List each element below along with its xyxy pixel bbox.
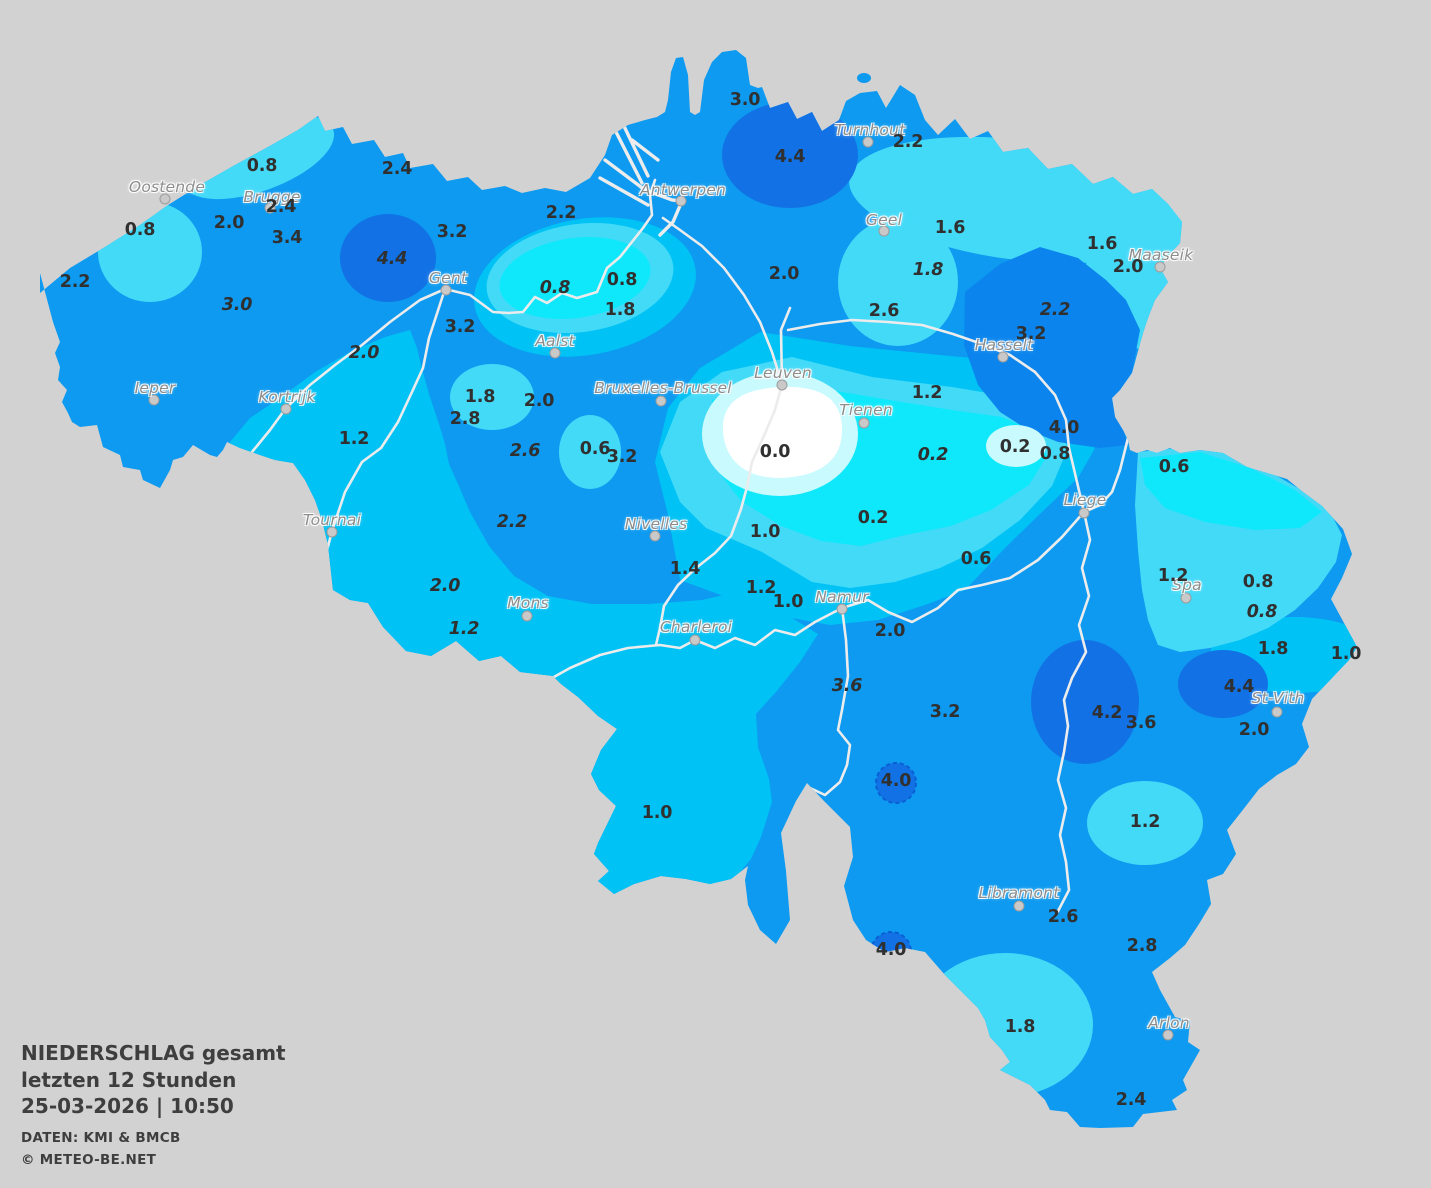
river-meuse-south [808, 606, 852, 797]
river-dyle-south [654, 306, 792, 647]
canal-albert-demer [786, 318, 1086, 514]
river-dyle-north [661, 216, 784, 386]
copyright-notice: © METEO-BE.NET [21, 1152, 157, 1168]
title-block: NIEDERSCHLAG gesamt letzten 12 Stunden 2… [21, 1040, 286, 1172]
contour-leuven-dry-zone [722, 386, 843, 478]
contour-ardennes-east-max [1178, 650, 1268, 718]
data-source: DATEN: KMI & BMCB [21, 1129, 181, 1146]
contour-borgworm-pale [986, 425, 1046, 467]
map-subtitle: letzten 12 Stunden [21, 1067, 237, 1092]
precip-contours [98, 102, 1357, 1097]
station-max-bouillon [870, 931, 912, 973]
river-scheldt [304, 178, 657, 624]
contour-ardennes-west-max [1031, 640, 1139, 764]
contour-gaume [917, 953, 1093, 1097]
contour-bastogne [1087, 781, 1203, 865]
contour-herve-top [1140, 452, 1322, 530]
map-datetime: 25-03-2026 | 10:50 [21, 1094, 234, 1118]
contour-kempen-max [722, 102, 858, 208]
river-meuse-east [840, 510, 1086, 624]
map-title: NIEDERSCHLAG gesamt [21, 1041, 286, 1065]
contour-hasselt-deep [964, 247, 1140, 448]
contour-haspengouw [838, 218, 958, 346]
contour-coast-a [181, 114, 335, 200]
river-ourthe [1054, 510, 1092, 917]
contour-gent-max [340, 214, 436, 302]
river-meuse-north [1082, 436, 1130, 514]
river-leie [230, 287, 447, 480]
contour-brussels-west [450, 364, 534, 430]
baarle-enclave [857, 73, 871, 83]
antwerp-port-docks [598, 120, 684, 237]
station-max-rochefort [875, 762, 917, 804]
contour-dender [559, 415, 621, 489]
river-lines [230, 120, 1130, 917]
contour-coast-b [98, 202, 202, 302]
